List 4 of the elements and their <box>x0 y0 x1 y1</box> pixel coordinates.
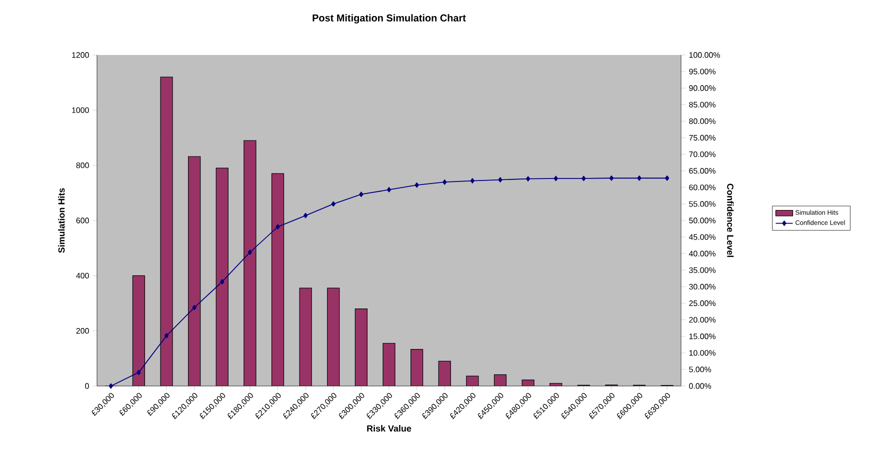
y-axis-title: Simulation Hits <box>58 188 65 253</box>
chart-title: Post Mitigation Simulation Chart <box>312 14 466 24</box>
y2-axis-title: Confidence Level <box>727 184 734 257</box>
x-axis-title: Risk Value <box>367 425 412 432</box>
